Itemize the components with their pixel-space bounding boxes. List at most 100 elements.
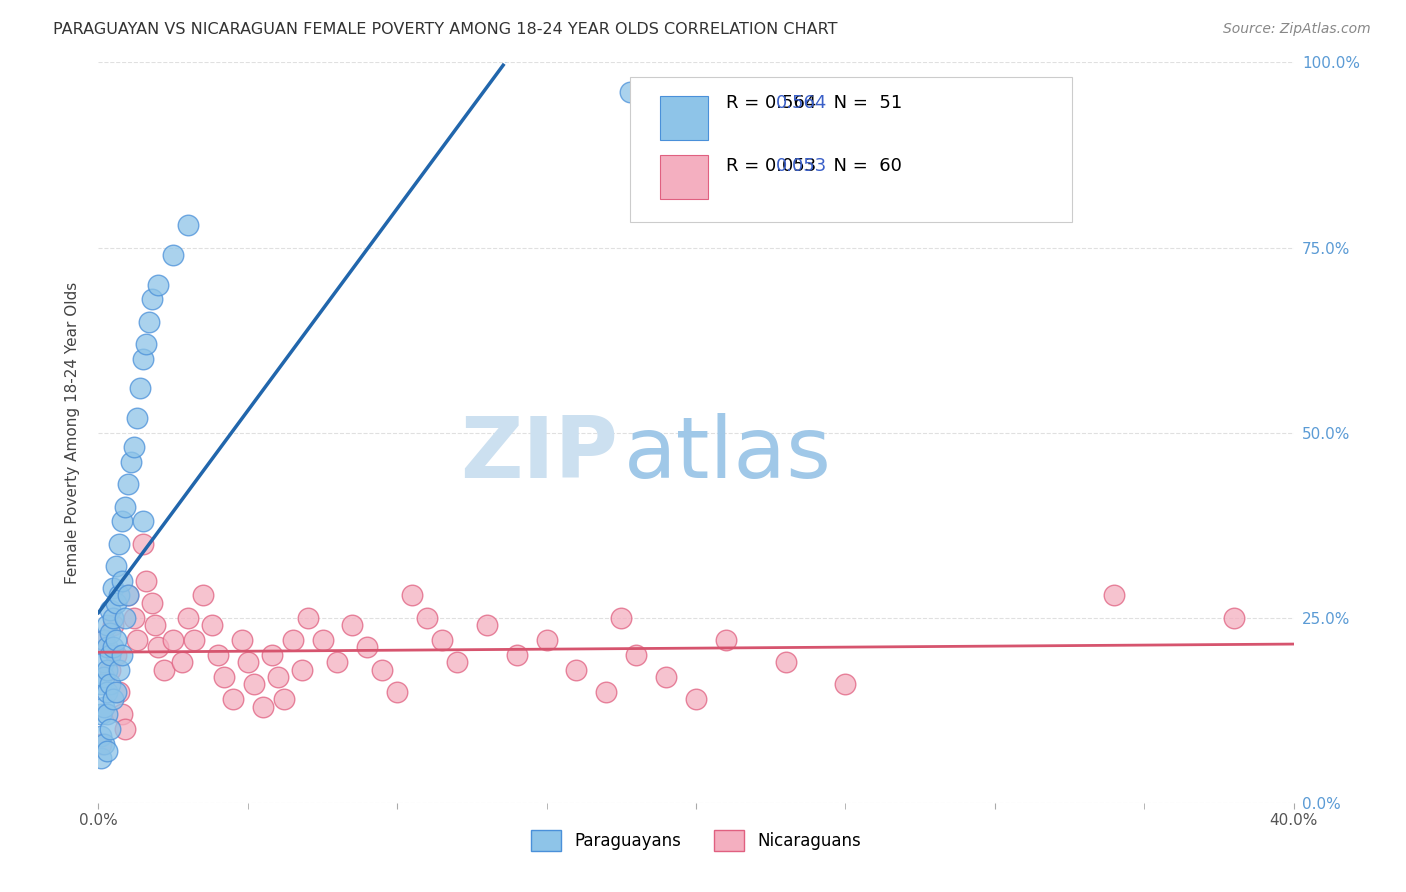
- Point: [103, 610, 125, 624]
- Point: [141, 596, 163, 610]
- Point: [132, 515, 155, 529]
- Point: [103, 692, 125, 706]
- Point: [103, 640, 125, 655]
- Point: [212, 670, 235, 684]
- Point: [281, 632, 304, 647]
- Point: [111, 706, 134, 721]
- Point: [98, 625, 122, 640]
- Point: [90, 751, 112, 765]
- Point: [111, 648, 134, 662]
- Point: [267, 670, 290, 684]
- Point: [105, 596, 128, 610]
- Point: [124, 441, 146, 455]
- Point: [371, 663, 394, 677]
- Text: Source: ZipAtlas.com: Source: ZipAtlas.com: [1223, 22, 1371, 37]
- Point: [98, 603, 122, 617]
- Point: [162, 632, 184, 647]
- Point: [183, 632, 205, 647]
- Point: [236, 655, 259, 669]
- Point: [96, 663, 118, 677]
- FancyBboxPatch shape: [630, 78, 1073, 221]
- Point: [117, 589, 139, 603]
- Point: [297, 610, 319, 624]
- Text: PARAGUAYAN VS NICARAGUAN FEMALE POVERTY AMONG 18-24 YEAR OLDS CORRELATION CHART: PARAGUAYAN VS NICARAGUAN FEMALE POVERTY …: [53, 22, 838, 37]
- Point: [141, 293, 163, 307]
- Y-axis label: Female Poverty Among 18-24 Year Olds: Female Poverty Among 18-24 Year Olds: [65, 282, 80, 583]
- Point: [1223, 610, 1246, 624]
- Point: [103, 581, 125, 595]
- Point: [714, 632, 737, 647]
- Point: [446, 655, 468, 669]
- Point: [90, 737, 112, 751]
- Point: [93, 699, 115, 714]
- Point: [135, 574, 157, 588]
- Point: [326, 655, 349, 669]
- Point: [93, 632, 115, 647]
- Point: [105, 632, 128, 647]
- Point: [595, 685, 617, 699]
- Point: [98, 677, 122, 691]
- Point: [291, 663, 314, 677]
- Point: [127, 632, 149, 647]
- Point: [191, 589, 214, 603]
- Point: [506, 648, 529, 662]
- Point: [148, 640, 170, 655]
- Point: [114, 610, 136, 624]
- Point: [416, 610, 439, 624]
- Point: [93, 670, 115, 684]
- Text: R = 0.564   N =  51: R = 0.564 N = 51: [725, 95, 903, 112]
- Point: [90, 729, 112, 743]
- Point: [98, 722, 122, 736]
- Point: [401, 589, 423, 603]
- Text: ZIP: ZIP: [461, 413, 619, 496]
- Point: [177, 610, 200, 624]
- Point: [565, 663, 588, 677]
- Point: [536, 632, 558, 647]
- Point: [105, 685, 128, 699]
- Point: [96, 706, 118, 721]
- Point: [132, 536, 155, 550]
- Point: [138, 314, 160, 328]
- Point: [103, 618, 125, 632]
- Point: [172, 655, 194, 669]
- Point: [135, 336, 157, 351]
- Point: [93, 737, 115, 751]
- FancyBboxPatch shape: [661, 155, 709, 200]
- Point: [222, 692, 245, 706]
- Point: [108, 536, 131, 550]
- Point: [626, 648, 648, 662]
- Point: [475, 618, 498, 632]
- Point: [114, 500, 136, 514]
- Point: [114, 722, 136, 736]
- Point: [105, 648, 128, 662]
- Point: [127, 410, 149, 425]
- Point: [96, 744, 118, 758]
- Point: [120, 455, 142, 469]
- Point: [201, 618, 224, 632]
- Point: [108, 589, 131, 603]
- Point: [207, 648, 229, 662]
- Point: [1104, 589, 1126, 603]
- Point: [311, 632, 333, 647]
- Point: [610, 610, 633, 624]
- FancyBboxPatch shape: [661, 95, 709, 140]
- Point: [90, 706, 112, 721]
- Point: [260, 648, 283, 662]
- Point: [619, 85, 641, 99]
- Point: [834, 677, 856, 691]
- Text: atlas: atlas: [624, 413, 832, 496]
- Text: 0.564: 0.564: [776, 95, 827, 112]
- Point: [342, 618, 364, 632]
- Point: [775, 655, 797, 669]
- Point: [96, 640, 118, 655]
- Point: [111, 574, 134, 588]
- Point: [685, 692, 707, 706]
- Point: [162, 248, 184, 262]
- Point: [153, 663, 176, 677]
- Point: [108, 663, 131, 677]
- Point: [93, 632, 115, 647]
- Text: R = 0.053   N =  60: R = 0.053 N = 60: [725, 157, 901, 175]
- Point: [117, 477, 139, 491]
- Point: [430, 632, 453, 647]
- Point: [252, 699, 274, 714]
